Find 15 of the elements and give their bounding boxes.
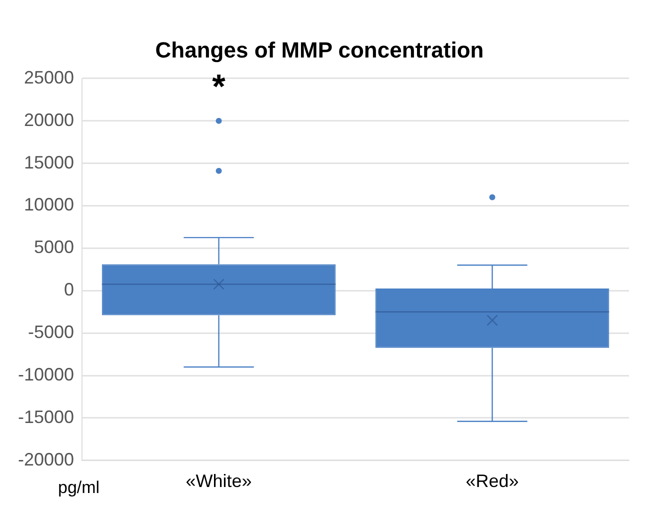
x-tick-label: «Red»	[466, 471, 519, 492]
x-tick-label: «White»	[186, 471, 252, 492]
y-tick-label: 0	[64, 280, 74, 300]
y-tick-label: -5000	[28, 322, 74, 342]
y-tick-label: 20000	[24, 110, 74, 130]
y-tick-label: 15000	[24, 152, 74, 172]
y-tick-label: 10000	[24, 194, 74, 215]
y-tick-label: 25000	[24, 67, 74, 88]
y-tick-label: -10000	[18, 364, 74, 384]
annotation: *	[212, 68, 226, 106]
y-tick-label: -20000	[18, 449, 74, 470]
chart-title: Changes of MMP concentration	[155, 37, 484, 62]
y-axis-title: pg/ml	[58, 478, 100, 498]
y-tick-label: -15000	[18, 406, 74, 427]
y-tick-label: 5000	[34, 237, 74, 258]
